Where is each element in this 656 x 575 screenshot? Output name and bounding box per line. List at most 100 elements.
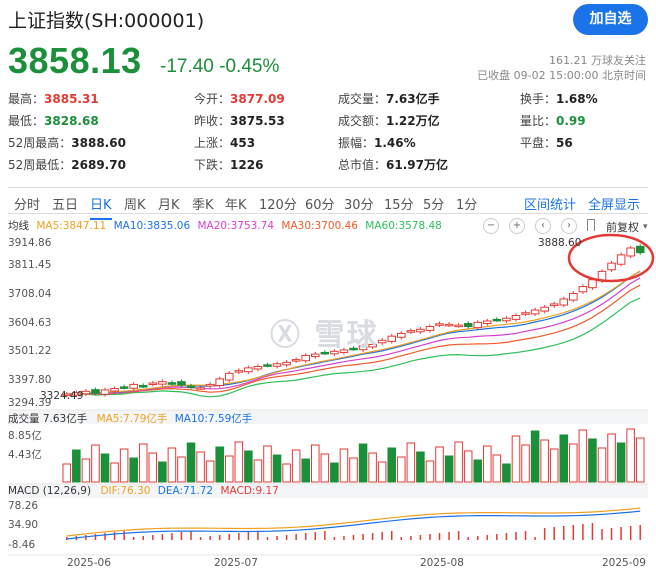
- candle: [349, 347, 358, 351]
- volume-bar: [588, 438, 597, 483]
- macd-label: MACD (12,26,9): [8, 485, 92, 497]
- candle: [473, 321, 483, 329]
- volume-bar: [62, 463, 72, 483]
- add-watchlist-button[interactable]: 加自选: [573, 4, 648, 35]
- highlight-circle: [567, 233, 655, 283]
- tab-5min[interactable]: 5分: [423, 198, 445, 213]
- tab-5day[interactable]: 五日: [52, 198, 79, 213]
- ma-legend: 均线 MA5:3847.11 MA10:3835.06 MA20:3753.74…: [8, 218, 446, 233]
- follower-count: 161.21 万球友关注: [549, 54, 646, 67]
- volume-bar: [110, 462, 119, 483]
- candle: [483, 320, 492, 324]
- volume-bar: [196, 451, 205, 483]
- tab-quarterly-k[interactable]: 季K: [192, 198, 214, 213]
- candle: [444, 323, 454, 327]
- tab-30min[interactable]: 30分: [344, 198, 374, 213]
- candle: [110, 388, 119, 392]
- plus-icon[interactable]: +: [509, 218, 525, 234]
- tab-1min[interactable]: 1分: [456, 198, 478, 213]
- tab-intraday[interactable]: 分时: [14, 198, 41, 213]
- tab-yearly-k[interactable]: 年K: [225, 198, 247, 213]
- candle: [492, 318, 502, 322]
- volume-bar: [320, 453, 330, 483]
- candle: [339, 349, 349, 353]
- candle: [282, 361, 291, 366]
- volume-bar: [559, 434, 569, 483]
- volume-bar: [549, 448, 559, 483]
- candle: [91, 389, 100, 394]
- volume-legend: 成交量 7.63亿手 MA5:7.79亿手 MA10:7.59亿手: [8, 411, 252, 426]
- min-price-label: 3324.49: [40, 390, 84, 402]
- macd-dif: DIF:76.30: [100, 485, 151, 497]
- macd-legend: MACD (12,26,9) DIF:76.30 DEA:71.72 MACD:…: [8, 485, 279, 497]
- tab-120min[interactable]: 120分: [259, 198, 297, 213]
- tab-60min[interactable]: 60分: [305, 198, 335, 213]
- candle: [549, 303, 559, 307]
- candle: [416, 328, 425, 333]
- tab-15min[interactable]: 15分: [384, 198, 414, 213]
- chevron-left-icon[interactable]: ‹: [535, 218, 551, 234]
- macd-y-tick: 34.90: [8, 519, 39, 531]
- candle: [358, 345, 368, 351]
- volume-y-tick: 4.43亿: [8, 449, 42, 461]
- candle: [196, 387, 205, 390]
- candle: [406, 330, 416, 333]
- y-tick-label: 3708.04: [8, 288, 52, 300]
- quote-low: 最低：3828.68: [8, 114, 99, 128]
- candle: [167, 382, 177, 385]
- minus-icon[interactable]: −: [483, 218, 499, 234]
- candle: [511, 315, 521, 320]
- range-stats-link[interactable]: 区间统计: [524, 198, 577, 213]
- ma5-line: [66, 270, 641, 395]
- candle: [626, 247, 635, 257]
- bookmark-icon[interactable]: [587, 219, 595, 231]
- volume-bar: [339, 448, 349, 483]
- candle: [397, 332, 406, 338]
- volume-bar: [129, 457, 138, 483]
- adjust-type[interactable]: 前复权: [606, 221, 639, 234]
- volume-bar: [100, 453, 110, 483]
- chevron-down-icon[interactable]: ▾: [643, 222, 648, 232]
- volume-ma10: MA10:7.59亿手: [174, 413, 253, 425]
- volume-bar: [454, 441, 463, 483]
- quote-amplitude: 振幅：1.46%: [338, 136, 416, 150]
- volume-bar: [416, 451, 425, 483]
- volume-bar: [291, 449, 301, 483]
- candle: [578, 286, 588, 293]
- quote-open: 今开：3877.09: [194, 92, 285, 106]
- volume-bar: [119, 448, 129, 483]
- volume-bar: [435, 446, 444, 483]
- volume-label: 成交量 7.63亿手: [8, 413, 88, 425]
- candle: [425, 326, 435, 331]
- quote-high: 最高：3885.31: [8, 92, 99, 106]
- candle: [463, 322, 473, 328]
- tab-monthly-k[interactable]: 月K: [158, 198, 180, 213]
- volume-bar: [635, 437, 645, 483]
- chevron-right-icon[interactable]: ›: [561, 218, 577, 234]
- current-price: 3858.13: [8, 40, 142, 81]
- tab-weekly-k[interactable]: 周K: [124, 198, 146, 213]
- candle: [530, 309, 540, 315]
- ma60-value: MA60:3578.48: [365, 220, 442, 232]
- volume-bar: [569, 443, 578, 483]
- quote-unchanged: 平盘：56: [520, 136, 573, 150]
- volume-bar: [234, 441, 244, 483]
- volume-bar: [244, 450, 253, 483]
- fullscreen-link[interactable]: 全屏显示: [588, 198, 641, 213]
- volume-bar: [502, 463, 511, 483]
- volume-bar: [597, 447, 607, 483]
- volume-bar: [473, 459, 483, 483]
- candle: [81, 390, 91, 395]
- ma10-value: MA10:3835.06: [113, 220, 191, 232]
- ma60-line: [66, 297, 641, 398]
- macd-header-bg: [8, 484, 648, 498]
- y-tick-label: 3294.39: [8, 397, 52, 409]
- tab-daily-k[interactable]: 日K: [90, 194, 112, 220]
- candle: [368, 343, 377, 348]
- candle: [100, 389, 110, 395]
- ma30-value: MA30:3700.46: [281, 220, 358, 232]
- volume-bar: [406, 442, 416, 483]
- candle: [301, 354, 310, 362]
- candle: [616, 254, 626, 265]
